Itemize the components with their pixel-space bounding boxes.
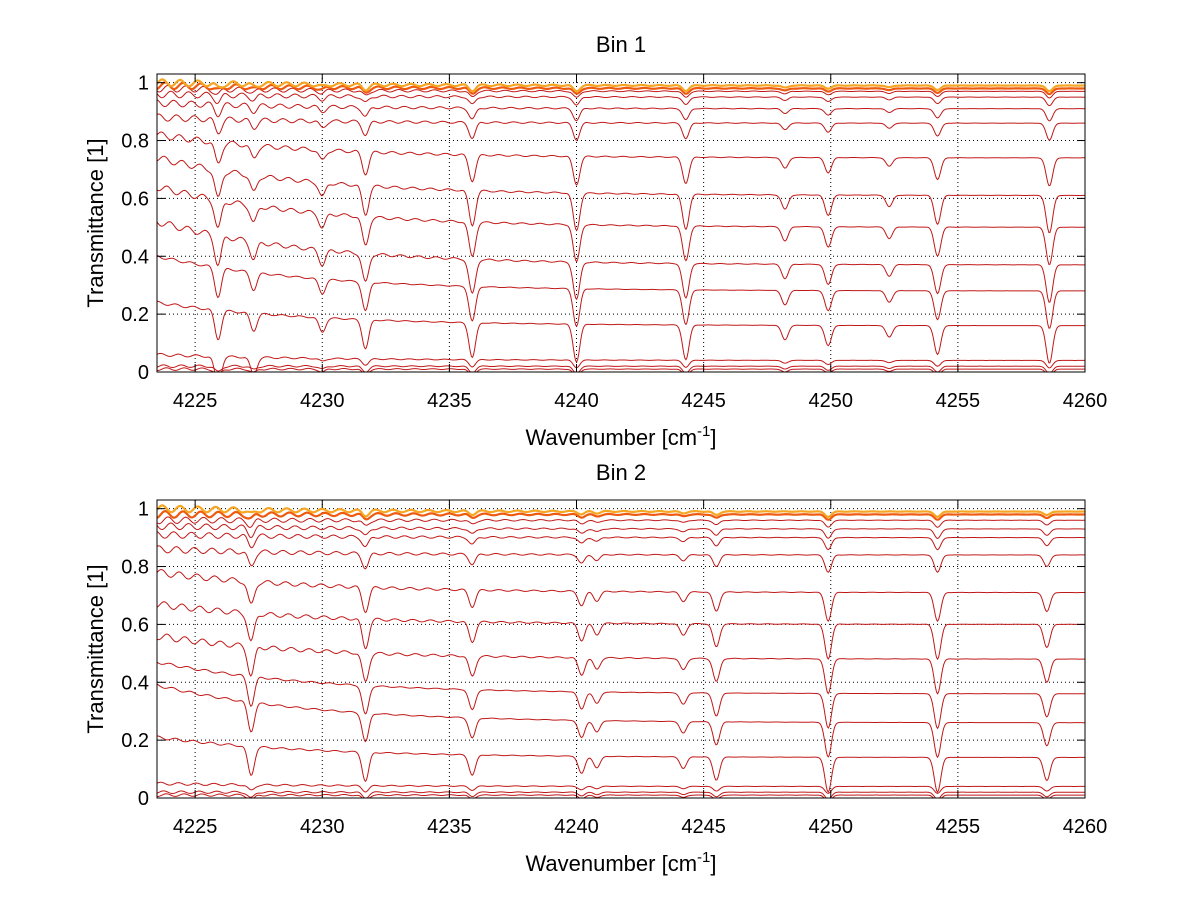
series-line: [156, 601, 1086, 661]
series-line: [156, 790, 1086, 799]
series-line: [156, 131, 1085, 187]
x-axis-label: Wavenumber [cm-1]: [525, 849, 716, 876]
series-line: [156, 661, 1085, 730]
x-tick-label: 4225: [173, 390, 218, 412]
x-tick-label: 4250: [809, 816, 854, 838]
series-line: [156, 509, 1086, 521]
y-axis: 0 0.2 0.4 0.6 0.8 1: [121, 73, 1085, 384]
series-line: [156, 254, 1085, 329]
x-tick-label: 4245: [681, 816, 726, 838]
series-line: [157, 793, 1086, 799]
chart-title: Bin 2: [596, 460, 646, 485]
x-tick-label: 4255: [936, 390, 981, 412]
y-axis: 0 0.2 0.4 0.6 0.8 1: [121, 499, 1085, 810]
series-line: [156, 735, 1086, 794]
series-line: [156, 364, 1086, 373]
y-tick-label: 0.2: [121, 304, 149, 326]
x-tick-label: 4225: [173, 816, 218, 838]
y-tick-label: 0: [138, 362, 149, 384]
series-line: [156, 185, 1086, 265]
series-line: [156, 99, 1086, 122]
y-tick-label: 0.4: [121, 246, 149, 268]
series-line: [156, 633, 1086, 695]
x-tick-label: 4230: [300, 816, 345, 838]
series-line: [156, 84, 1086, 99]
x-axis-label-main: Wavenumber [cm: [525, 425, 697, 450]
y-tick-label: 0.8: [121, 557, 149, 579]
x-tick-label: 4230: [300, 390, 345, 412]
series-line: [156, 683, 1085, 759]
y-tick-label: 1: [138, 499, 149, 521]
y-tick-label: 0.2: [121, 730, 149, 752]
series-line: [156, 531, 1086, 551]
series-group: [156, 78, 1086, 373]
y-tick-label: 0: [138, 788, 149, 810]
series-line: [156, 155, 1086, 234]
series-line: [156, 113, 1086, 141]
x-axis-label-exponent: -1: [697, 849, 710, 866]
axes-frame: [156, 73, 1086, 373]
axes-frame: [156, 499, 1086, 799]
series-line: [156, 90, 1085, 107]
plot-area: [156, 499, 1086, 799]
y-tick-label: 0.6: [121, 614, 149, 636]
x-axis-label-main: Wavenumber [cm: [525, 851, 697, 876]
series-line: [156, 516, 1086, 528]
series-line: [156, 522, 1086, 539]
chart-title: Bin 1: [596, 32, 646, 57]
series-line: [156, 504, 1086, 519]
x-tick-label: 4260: [1063, 390, 1108, 412]
y-tick-label: 0.4: [121, 672, 149, 694]
x-tick-label: 4240: [554, 390, 599, 412]
chart-panel-1: 4225 4230 4235 4240 4245 4250 4255 426000.20.40…: [83, 32, 1107, 450]
series-line: [156, 221, 1086, 303]
chart-panel-2: 4225 4230 4235 4240 4245 4250 4255 426000.20.40…: [83, 460, 1107, 876]
series-line: [156, 300, 1086, 364]
plot-area: [156, 73, 1086, 373]
y-tick-label: 1: [138, 73, 149, 95]
series-group: [156, 504, 1086, 799]
series-line: [156, 78, 1086, 93]
series-line: [156, 81, 1086, 96]
x-tick-label: 4250: [809, 390, 854, 412]
x-tick-label: 4245: [681, 390, 726, 412]
series-line: [157, 367, 1086, 373]
y-axis-label: Transmittance [1]: [83, 564, 108, 733]
y-tick-label: 0.6: [121, 188, 149, 210]
series-line: [156, 545, 1086, 573]
x-axis-label-close: ]: [710, 425, 716, 450]
x-tick-label: 4260: [1063, 816, 1108, 838]
series-line: [156, 352, 1085, 373]
y-tick-label: 0.8: [121, 131, 149, 153]
x-axis: 4225 4230 4235 4240 4245 4250 4255 4260: [173, 500, 1107, 838]
series-line: [156, 568, 1085, 622]
x-axis-label-exponent: -1: [697, 423, 710, 440]
x-tick-label: 4235: [427, 816, 472, 838]
x-axis-label-close: ]: [710, 851, 716, 876]
grid: [157, 74, 1085, 372]
x-tick-label: 4255: [936, 816, 981, 838]
series-line: [156, 781, 1086, 794]
y-axis-label: Transmittance [1]: [83, 138, 108, 307]
x-tick-label: 4240: [554, 816, 599, 838]
x-tick-label: 4235: [427, 390, 472, 412]
x-axis: 4225 4230 4235 4240 4245 4250 4255 4260: [173, 74, 1107, 412]
x-axis-label: Wavenumber [cm-1]: [525, 423, 716, 450]
